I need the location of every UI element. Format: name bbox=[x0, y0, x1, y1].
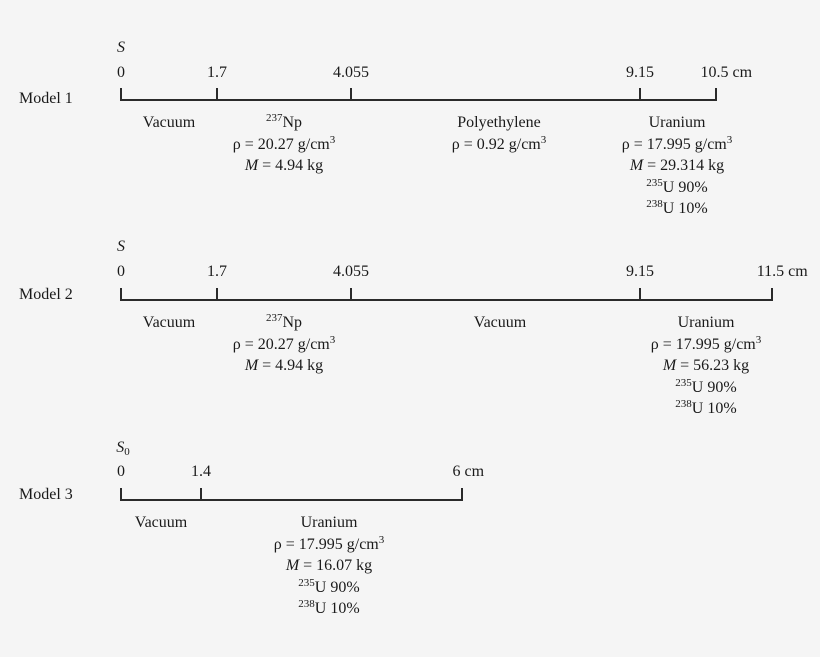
region-vacuum: Vacuum bbox=[143, 112, 195, 134]
material-name: 237Np bbox=[265, 312, 303, 332]
tick-mark bbox=[771, 288, 773, 301]
material-name: Vacuum bbox=[134, 514, 188, 531]
tick-mark bbox=[715, 88, 717, 101]
tick-label: 0 bbox=[117, 463, 125, 480]
material-name: Uranium bbox=[677, 314, 735, 331]
isotope-u238: 238U 10% bbox=[675, 398, 737, 418]
isotope-u235: 235U 90% bbox=[646, 176, 708, 196]
density: ρ = 17.995 g/cm3 bbox=[273, 533, 385, 553]
model-label: Model 1 bbox=[19, 90, 73, 107]
tick-mark bbox=[120, 488, 122, 501]
source-label: S0 bbox=[116, 439, 130, 458]
material-name: 237Np bbox=[265, 112, 303, 132]
source-label: S bbox=[117, 39, 125, 56]
tick-label: 9.15 bbox=[626, 263, 654, 280]
isotope-u238: 238U 10% bbox=[298, 598, 360, 618]
material-name: Uranium bbox=[300, 514, 358, 531]
axis-line bbox=[120, 299, 773, 301]
axis-line bbox=[120, 99, 717, 101]
tick-label-end: 11.5 cm bbox=[756, 263, 808, 280]
model-label: Model 3 bbox=[19, 486, 73, 503]
region-vacuum: Vacuum bbox=[143, 312, 195, 334]
tick-label: 4.055 bbox=[333, 64, 369, 81]
region-uranium: Uranium ρ = 17.995 g/cm3 M = 16.07 kg 23… bbox=[274, 512, 385, 620]
model-label: Model 2 bbox=[19, 286, 73, 303]
mass: M = 4.94 kg bbox=[244, 357, 324, 374]
tick-label: 1.7 bbox=[207, 64, 227, 81]
tick-mark bbox=[639, 88, 641, 101]
material-name: Uranium bbox=[648, 114, 706, 131]
tick-label: 0 bbox=[117, 263, 125, 280]
tick-label-end: 6 cm bbox=[452, 463, 485, 480]
region-polyethylene: Polyethylene ρ = 0.92 g/cm3 bbox=[452, 112, 547, 155]
mass: M = 4.94 kg bbox=[244, 157, 324, 174]
tick-mark bbox=[200, 488, 202, 501]
region-neptunium: 237Np ρ = 20.27 g/cm3 M = 4.94 kg bbox=[233, 312, 336, 377]
region-uranium: Uranium ρ = 17.995 g/cm3 M = 29.314 kg 2… bbox=[622, 112, 733, 220]
tick-label: 4.055 bbox=[333, 263, 369, 280]
tick-mark bbox=[120, 88, 122, 101]
density: ρ = 20.27 g/cm3 bbox=[232, 133, 336, 153]
tick-label-end: 10.5 cm bbox=[700, 64, 753, 81]
material-name: Vacuum bbox=[142, 314, 196, 331]
region-uranium: Uranium ρ = 17.995 g/cm3 M = 56.23 kg 23… bbox=[651, 312, 762, 420]
isotope-u235: 235U 90% bbox=[675, 376, 737, 396]
region-neptunium: 237Np ρ = 20.27 g/cm3 M = 4.94 kg bbox=[233, 112, 336, 177]
density: ρ = 17.995 g/cm3 bbox=[621, 133, 733, 153]
source-label: S bbox=[117, 238, 125, 255]
tick-label: 1.7 bbox=[207, 263, 227, 280]
material-name: Vacuum bbox=[473, 314, 527, 331]
material-name: Polyethylene bbox=[457, 114, 541, 131]
mass: M = 16.07 kg bbox=[285, 557, 373, 574]
isotope-u238: 238U 10% bbox=[646, 198, 708, 218]
mass: M = 56.23 kg bbox=[662, 357, 750, 374]
tick-label: 0 bbox=[117, 64, 125, 81]
tick-mark bbox=[350, 288, 352, 301]
density: ρ = 0.92 g/cm3 bbox=[451, 133, 547, 153]
isotope-u235: 235U 90% bbox=[298, 576, 360, 596]
material-name: Vacuum bbox=[142, 114, 196, 131]
density: ρ = 17.995 g/cm3 bbox=[650, 333, 762, 353]
density: ρ = 20.27 g/cm3 bbox=[232, 333, 336, 353]
tick-mark bbox=[639, 288, 641, 301]
region-vacuum: Vacuum bbox=[135, 512, 187, 534]
tick-mark bbox=[461, 488, 463, 501]
tick-mark bbox=[350, 88, 352, 101]
tick-mark bbox=[120, 288, 122, 301]
tick-mark bbox=[216, 288, 218, 301]
tick-label: 9.15 bbox=[626, 64, 654, 81]
region-vacuum-2: Vacuum bbox=[474, 312, 526, 334]
tick-label: 1.4 bbox=[191, 463, 211, 480]
tick-mark bbox=[216, 88, 218, 101]
axis-line bbox=[120, 499, 463, 501]
mass: M = 29.314 kg bbox=[629, 157, 725, 174]
